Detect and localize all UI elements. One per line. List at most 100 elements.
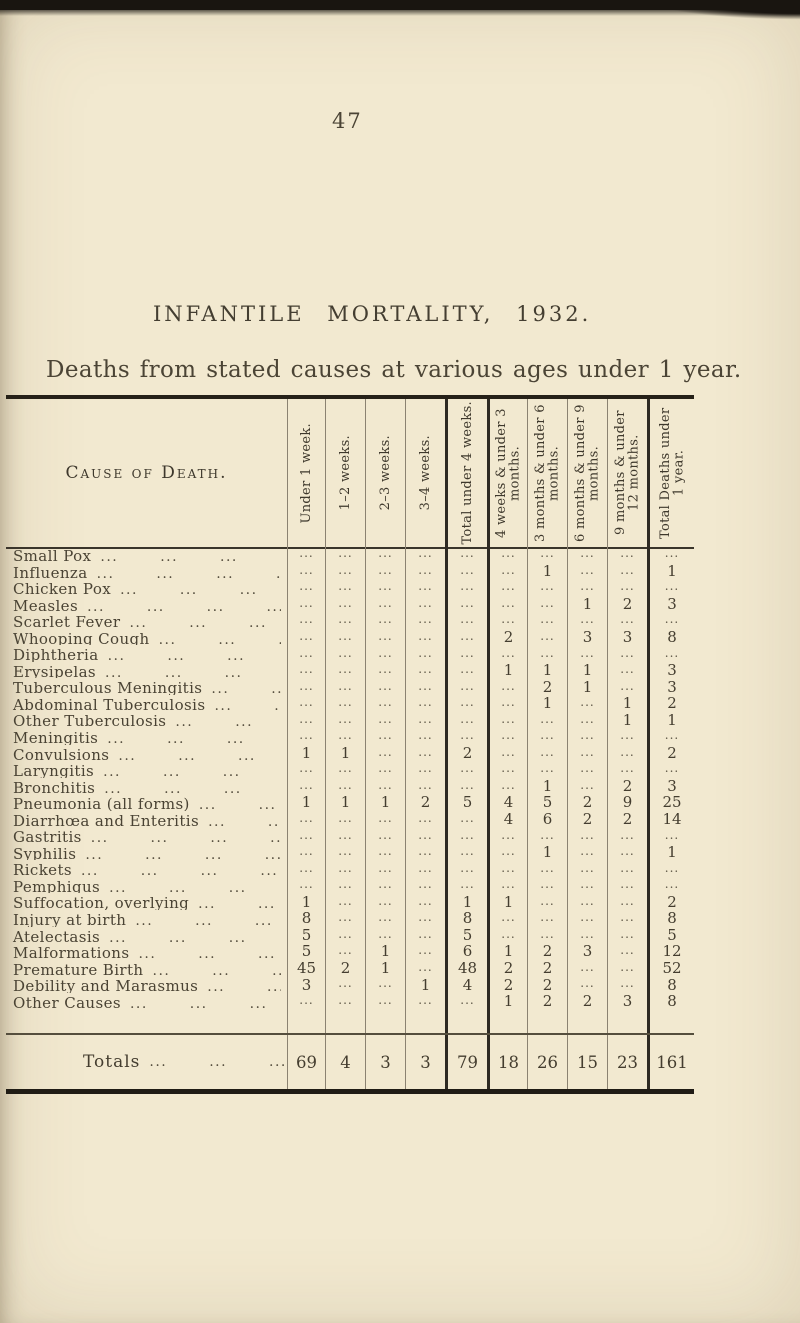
data-cell: ... bbox=[607, 943, 647, 960]
empty-marker: ... bbox=[378, 976, 393, 991]
empty-marker: ... bbox=[620, 546, 635, 561]
cause-cell: Syphilis ... ... ... ... ... ... ... bbox=[6, 844, 287, 861]
empty-marker: ... bbox=[460, 662, 475, 677]
death-count: 1 bbox=[380, 958, 391, 977]
cause-name: Other Tuberculosis bbox=[13, 712, 167, 729]
empty-marker: ... bbox=[338, 943, 353, 958]
death-count: 2 bbox=[622, 776, 633, 795]
empty-marker: ... bbox=[664, 579, 680, 594]
empty-marker: ... bbox=[580, 645, 595, 660]
data-cell: ... bbox=[405, 661, 445, 679]
empty-marker: ... bbox=[460, 595, 475, 610]
empty-marker: ... bbox=[418, 827, 433, 842]
table-row: Bronchitis... ... ... ... ... ... ......… bbox=[6, 776, 694, 795]
data-cell: ... bbox=[287, 728, 325, 745]
data-cell: 6 bbox=[527, 810, 567, 828]
column-header: 6 months & under 9 months. bbox=[567, 399, 607, 547]
data-cell: ... bbox=[487, 595, 527, 613]
data-cell: 4 bbox=[445, 975, 487, 994]
data-cell: 2 bbox=[325, 959, 365, 977]
data-cell: 3 bbox=[567, 628, 607, 646]
total-count: 3 bbox=[420, 1052, 431, 1072]
data-cell: ... bbox=[647, 728, 694, 745]
empty-marker: ... bbox=[299, 546, 314, 561]
data-cell: 1 bbox=[527, 562, 567, 580]
death-count: 1 bbox=[503, 661, 514, 680]
data-cell: 4 bbox=[487, 810, 527, 828]
death-count: 5 bbox=[462, 793, 473, 812]
data-cell: ... bbox=[325, 562, 365, 580]
data-cell: 2 bbox=[527, 942, 567, 960]
cause-name: Chicken Pox bbox=[13, 580, 112, 596]
data-cell: ... bbox=[287, 546, 325, 563]
data-cell: ... bbox=[527, 595, 567, 613]
data-cell: ... bbox=[527, 579, 567, 596]
spacer-cell bbox=[365, 1009, 405, 1034]
empty-marker: ... bbox=[299, 645, 314, 660]
cause-cell: Pemphigus ... ... ... ... ... ... ... bbox=[6, 877, 287, 894]
death-count: 4 bbox=[462, 975, 473, 994]
table-row: Malformations... ... ... ... ... ... ...… bbox=[6, 942, 694, 960]
empty-marker: ... bbox=[460, 546, 475, 561]
empty-marker: ... bbox=[501, 761, 516, 776]
empty-marker: ... bbox=[540, 711, 555, 726]
empty-marker: ... bbox=[378, 728, 393, 743]
infantile-mortality-table: Cause of Death. Under 1 week. 1–2 weeks. 2… bbox=[6, 395, 694, 1095]
data-cell: 1 bbox=[647, 711, 694, 729]
data-cell: 8 bbox=[647, 992, 694, 1010]
table-row: Chicken Pox... ... ... ... ... ... .....… bbox=[6, 579, 694, 596]
leader-dots: ... ... ... ... ... ... ... bbox=[175, 714, 281, 729]
death-count: 5 bbox=[667, 925, 677, 944]
empty-marker: ... bbox=[338, 926, 353, 941]
column-header-label: Total under 4 weeks. bbox=[459, 401, 475, 545]
cause-name: Rickets bbox=[13, 861, 72, 877]
data-cell: ... bbox=[445, 645, 487, 662]
data-cell: ... bbox=[325, 612, 365, 629]
data-cell: ... bbox=[287, 595, 325, 613]
empty-marker: ... bbox=[501, 546, 516, 561]
data-cell: 1 bbox=[325, 744, 365, 762]
table-row: Scarlet Fever... ... ... ... ... ... ...… bbox=[6, 612, 694, 629]
empty-marker: ... bbox=[418, 579, 433, 594]
data-cell: ... bbox=[365, 992, 405, 1010]
empty-marker: ... bbox=[620, 645, 635, 660]
data-cell: ... bbox=[567, 711, 607, 729]
empty-marker: ... bbox=[338, 711, 353, 726]
death-count: 3 bbox=[667, 677, 677, 696]
data-cell: ... bbox=[607, 728, 647, 745]
cause-name: Small Pox bbox=[13, 547, 92, 563]
cause-name: Diarrhœa and Enteritis bbox=[13, 811, 200, 828]
spacer-cell bbox=[6, 1009, 287, 1033]
column-header: 1–2 weeks. bbox=[325, 399, 365, 547]
data-cell: ... bbox=[325, 843, 365, 861]
data-cell: ... bbox=[365, 777, 405, 795]
data-cell: 2 bbox=[527, 976, 567, 994]
empty-marker: ... bbox=[620, 910, 635, 925]
data-cell: ... bbox=[567, 579, 607, 596]
death-count: 48 bbox=[457, 958, 478, 977]
data-cell: ... bbox=[325, 860, 365, 877]
empty-marker: ... bbox=[338, 877, 353, 892]
data-cell: ... bbox=[647, 827, 694, 844]
table-row: Other Causes ... ... ... ... ... ... ....… bbox=[6, 992, 694, 1010]
death-count: 3 bbox=[622, 628, 633, 647]
empty-marker: ... bbox=[580, 877, 595, 892]
empty-marker: ... bbox=[338, 695, 353, 710]
data-cell: ... bbox=[405, 579, 445, 596]
cause-cell: Meningitis ... ... ... ... ... ... ... bbox=[6, 728, 287, 745]
empty-marker: ... bbox=[418, 612, 433, 627]
data-cell: ... bbox=[365, 827, 405, 844]
data-cell: ... bbox=[487, 678, 527, 695]
data-cell: ... bbox=[527, 645, 567, 662]
data-cell: ... bbox=[445, 992, 487, 1010]
empty-marker: ... bbox=[378, 993, 393, 1008]
cause-cell: Laryngitis ... ... ... ... ... ... ... bbox=[6, 761, 287, 778]
empty-marker: ... bbox=[580, 910, 595, 925]
data-cell: ... bbox=[405, 959, 445, 977]
death-count: 2 bbox=[542, 677, 553, 696]
leader-dots: ... ... ... ... ... ... ... bbox=[211, 681, 281, 695]
totals-cell: 3 bbox=[405, 1035, 445, 1090]
spacer-cell bbox=[567, 1009, 607, 1034]
data-cell: ... bbox=[445, 595, 487, 613]
leader-dots: ... ... ... ... ... ... ... bbox=[207, 979, 281, 993]
